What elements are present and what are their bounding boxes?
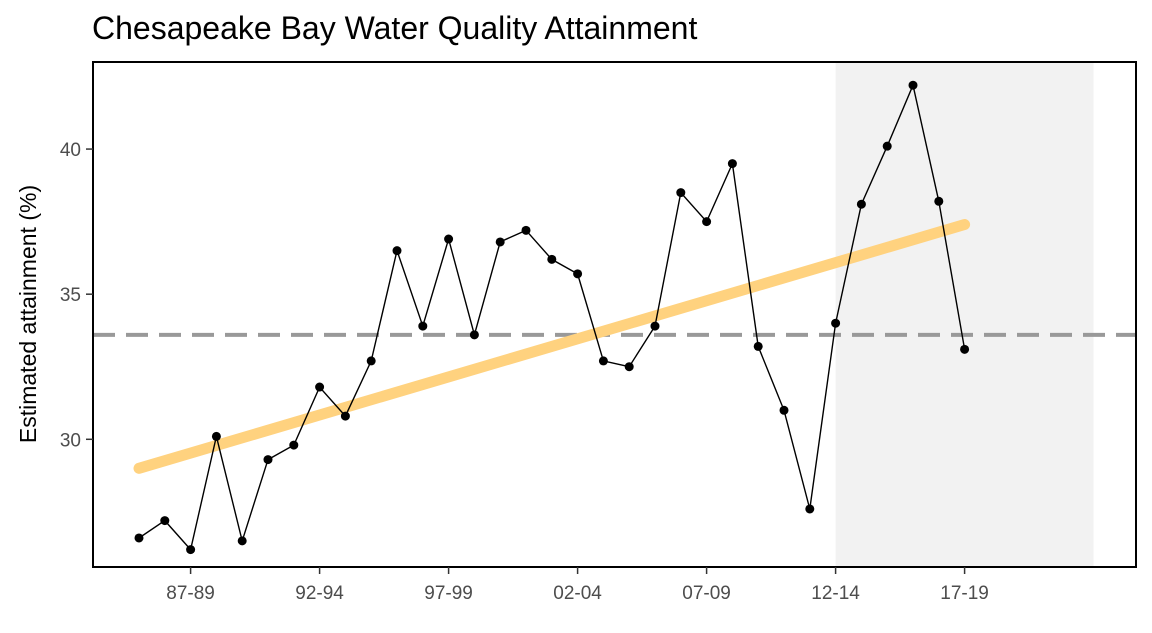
data-point [908, 80, 918, 90]
data-point [392, 246, 402, 256]
data-point [289, 440, 299, 450]
data-point [727, 159, 737, 169]
chart-title: Chesapeake Bay Water Quality Attainment [92, 10, 698, 46]
data-point [134, 533, 144, 543]
data-point [805, 504, 815, 514]
data-point [702, 217, 712, 227]
x-tick-label: 97-99 [424, 583, 473, 604]
data-point [521, 225, 531, 235]
x-tick-label: 17-19 [940, 583, 989, 604]
y-axis: 30 35 40 [60, 140, 93, 451]
data-point [211, 431, 221, 441]
data-point [547, 254, 557, 264]
data-point [960, 344, 970, 354]
y-tick-label: 30 [60, 430, 81, 451]
x-tick-label: 12-14 [811, 583, 860, 604]
y-axis-title: Estimated attainment (%) [15, 185, 41, 443]
data-point [263, 455, 273, 465]
x-tick-label: 07-09 [682, 583, 731, 604]
data-point [418, 321, 428, 331]
data-point [934, 196, 944, 206]
trend-line-layer [133, 219, 971, 474]
x-tick-label: 02-04 [553, 583, 602, 604]
shaded-region-layer [835, 62, 1094, 567]
data-point [882, 141, 892, 151]
data-point [160, 516, 170, 526]
y-tick-label: 35 [60, 285, 81, 306]
x-tick-label: 92-94 [295, 583, 344, 604]
plot-panel-border [92, 61, 1137, 568]
data-point [186, 545, 196, 555]
data-point [779, 405, 789, 415]
data-point [340, 411, 350, 421]
x-tick-label: 87-89 [166, 583, 215, 604]
data-point [598, 356, 608, 366]
data-point [237, 536, 247, 546]
data-point [573, 269, 583, 279]
data-point [831, 318, 841, 328]
y-tick-label: 40 [60, 140, 81, 161]
data-point [624, 362, 634, 372]
data-point [366, 356, 376, 366]
x-axis: 87-89 92-94 97-99 02-04 07-09 12-14 17-19 [166, 567, 989, 604]
data-point [753, 341, 763, 351]
data-point [856, 199, 866, 209]
data-point [444, 234, 454, 244]
data-point [495, 237, 505, 247]
data-point [650, 321, 660, 331]
data-points-layer [134, 80, 970, 555]
data-point [469, 330, 479, 340]
data-point [676, 188, 686, 198]
shaded-region [835, 62, 1094, 567]
trend-line [133, 219, 971, 474]
data-point [315, 382, 325, 392]
